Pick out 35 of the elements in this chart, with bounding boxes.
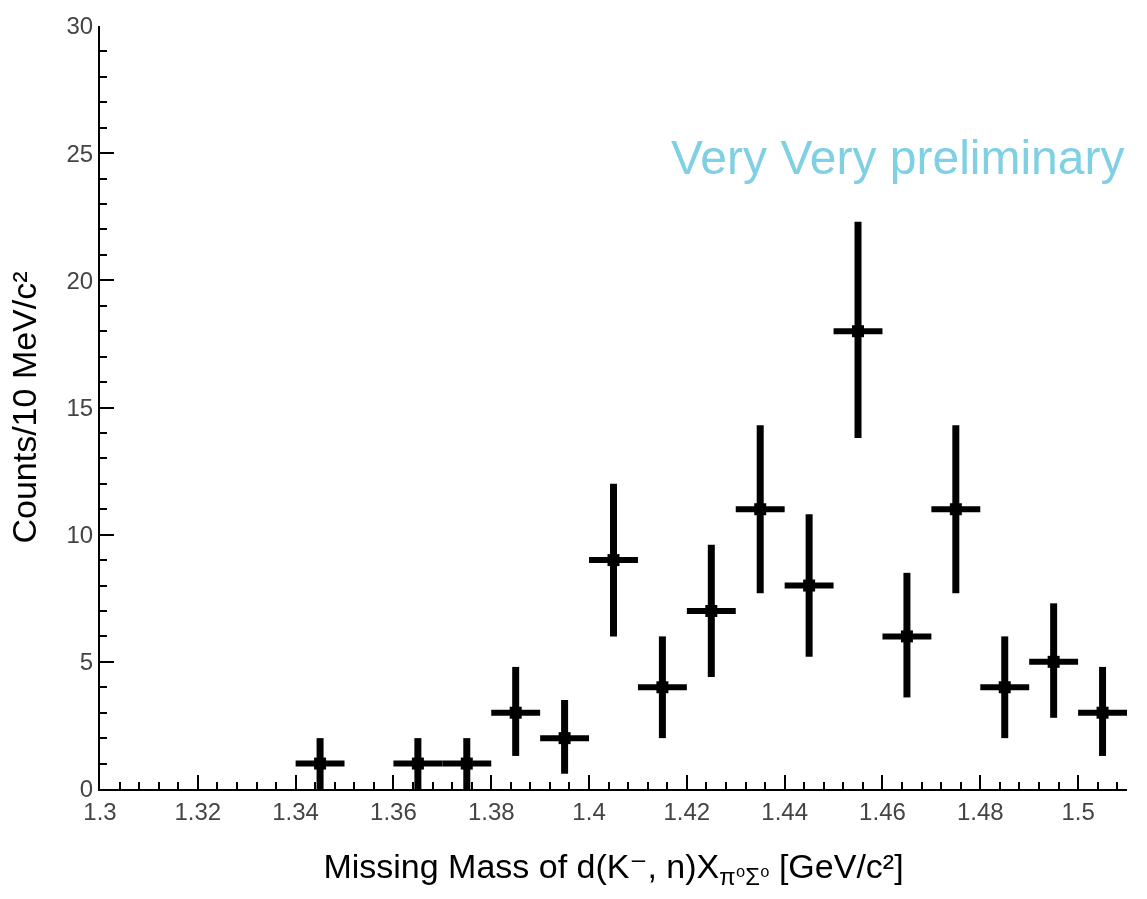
point (411, 757, 424, 770)
x-tick-label: 1.5 (1061, 797, 1095, 825)
x-tick-label: 1.36 (370, 797, 417, 825)
x-tick-label: 1.34 (272, 797, 319, 825)
y-axis-title: Counts/10 MeV/c² (4, 271, 43, 544)
point (900, 630, 913, 643)
y-tick-label: 15 (66, 393, 94, 421)
x-tick-label: 1.48 (956, 797, 1004, 825)
y-tick-label: 25 (66, 139, 94, 167)
y-tick-label: 20 (66, 266, 94, 294)
x-axis-title: Missing Mass of d(K⁻, n)X$_{π⁰Σ⁰}$ [GeV/c²] (323, 846, 904, 890)
annotation: Very Very preliminary (671, 131, 1125, 184)
y-tick-label: 30 (66, 12, 94, 40)
point (803, 579, 816, 592)
point (949, 503, 962, 516)
y-tick-label: 10 (66, 521, 94, 549)
point (1096, 706, 1109, 719)
point (754, 503, 767, 516)
x-tick-label: 1.44 (761, 797, 809, 825)
point (460, 757, 473, 770)
point (607, 554, 620, 567)
point (705, 604, 718, 617)
x-tick-label: 1.32 (174, 797, 222, 825)
x-tick-label: 1.42 (663, 797, 711, 825)
y-tick-label: 5 (79, 648, 94, 676)
point (852, 325, 865, 338)
point (314, 757, 327, 770)
point (509, 706, 522, 719)
point (1047, 655, 1060, 668)
point (656, 681, 669, 694)
point (558, 732, 571, 745)
x-tick-label: 1.38 (467, 797, 515, 825)
x-tick-label: 1.46 (859, 797, 906, 825)
point (998, 681, 1011, 694)
x-tick-label: 1.4 (572, 797, 606, 825)
